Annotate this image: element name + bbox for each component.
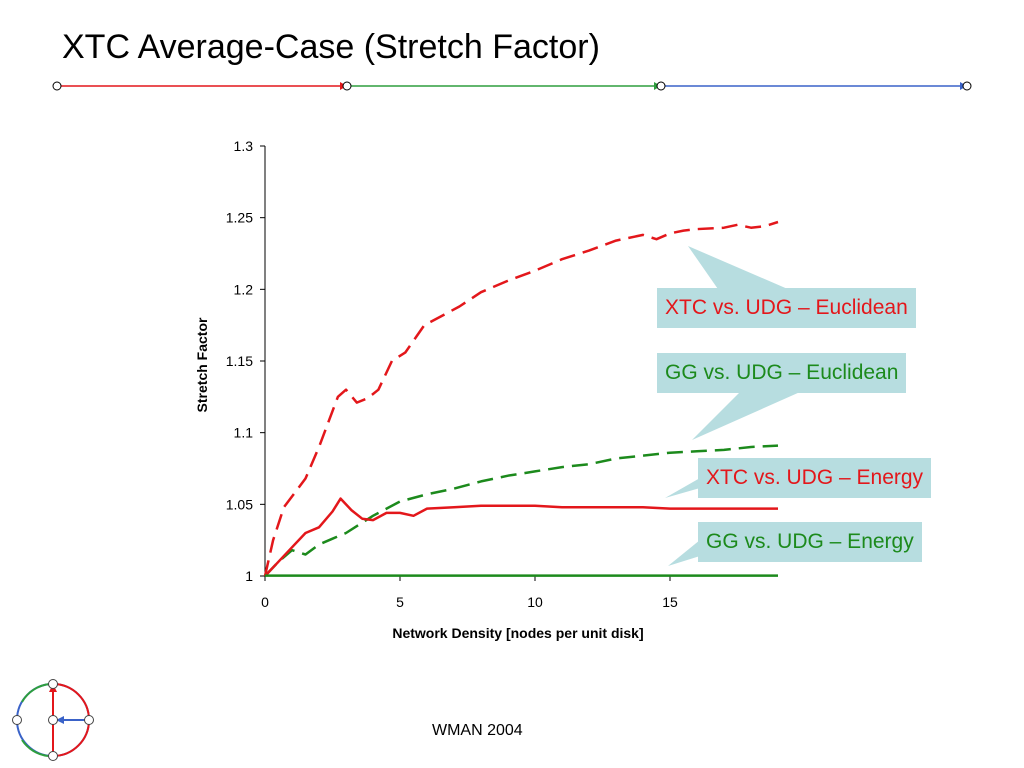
timeline-node-icon — [342, 81, 352, 91]
y-tick-label: 1 — [245, 568, 253, 584]
callout-xtc-euclidean: XTC vs. UDG – Euclidean — [657, 288, 916, 328]
y-tick-label: 1.15 — [226, 353, 253, 369]
x-tick-label: 15 — [662, 594, 678, 610]
series-line-2 — [264, 497, 778, 577]
y-tick-label: 1.2 — [234, 281, 254, 297]
title-timeline-rule — [52, 81, 972, 91]
callout-gg-energy: GG vs. UDG – Energy — [698, 522, 922, 562]
y-tick-label: 1.3 — [234, 138, 254, 154]
timeline-node-icon — [52, 81, 62, 91]
callout-pointer-xtc-energy — [665, 478, 700, 498]
series-line-1 — [264, 444, 779, 577]
timeline-node-icon — [656, 81, 666, 91]
callout-pointer-xtc-euclidean — [688, 246, 790, 292]
y-tick-label: 1.05 — [226, 496, 253, 512]
chart-series-layer — [263, 220, 779, 577]
y-tick-label: 1.25 — [226, 210, 253, 226]
x-axis-label: Network Density [nodes per unit disk] — [392, 625, 643, 641]
y-tick-label: 1.1 — [234, 425, 254, 441]
callout-gg-euclidean: GG vs. UDG – Euclidean — [657, 353, 907, 393]
callout-xtc-energy: XTC vs. UDG – Energy — [698, 458, 932, 498]
callout-pointer-gg-euclidean — [692, 392, 800, 440]
graph-logo-icon — [12, 679, 94, 761]
timeline-node-icon — [962, 81, 972, 91]
y-axis-label: Stretch Factor — [194, 317, 210, 412]
slide-title: XTC Average-Case (Stretch Factor) — [62, 28, 600, 66]
x-tick-label: 5 — [396, 594, 404, 610]
x-tick-label: 10 — [527, 594, 543, 610]
x-tick-label: 0 — [261, 594, 269, 610]
callout-pointer-gg-energy — [668, 540, 700, 566]
series-line-0 — [263, 220, 779, 577]
footer-text: WMAN 2004 — [432, 722, 523, 739]
